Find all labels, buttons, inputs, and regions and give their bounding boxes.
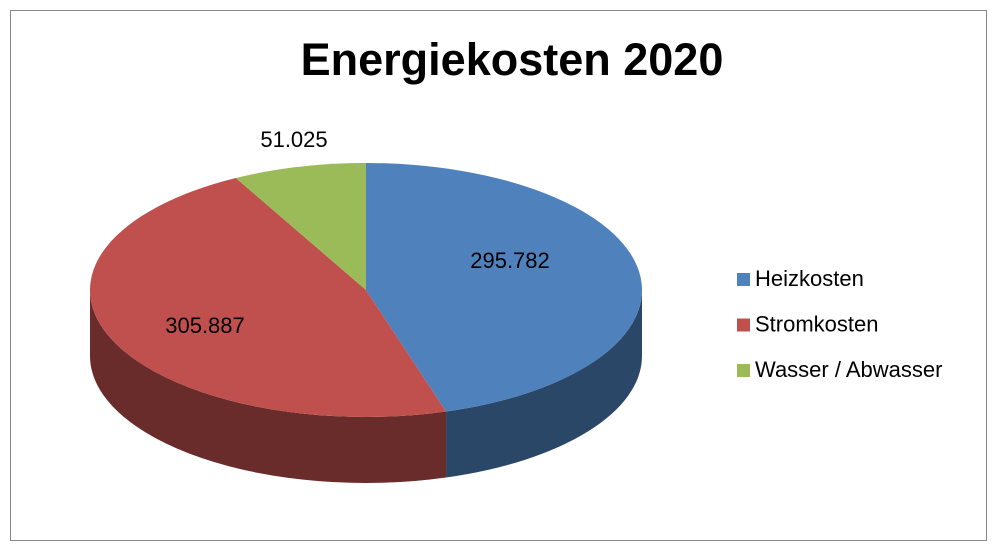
data-label: 305.887 (165, 313, 245, 338)
data-label: 295.782 (470, 248, 550, 273)
legend-swatch (737, 273, 750, 286)
legend-swatch (737, 364, 750, 377)
slice-side (90, 290, 447, 483)
chart-title: Energiekosten 2020 (301, 34, 724, 85)
legend-label: Heizkosten (755, 266, 864, 291)
legend-label: Wasser / Abwasser (755, 357, 942, 382)
legend-label: Stromkosten (755, 311, 879, 336)
slice (366, 163, 642, 412)
slice (90, 178, 447, 417)
slice (235, 163, 366, 290)
legend-swatch (737, 318, 750, 332)
slice-side (446, 290, 642, 478)
data-label: 51.025 (260, 127, 327, 152)
